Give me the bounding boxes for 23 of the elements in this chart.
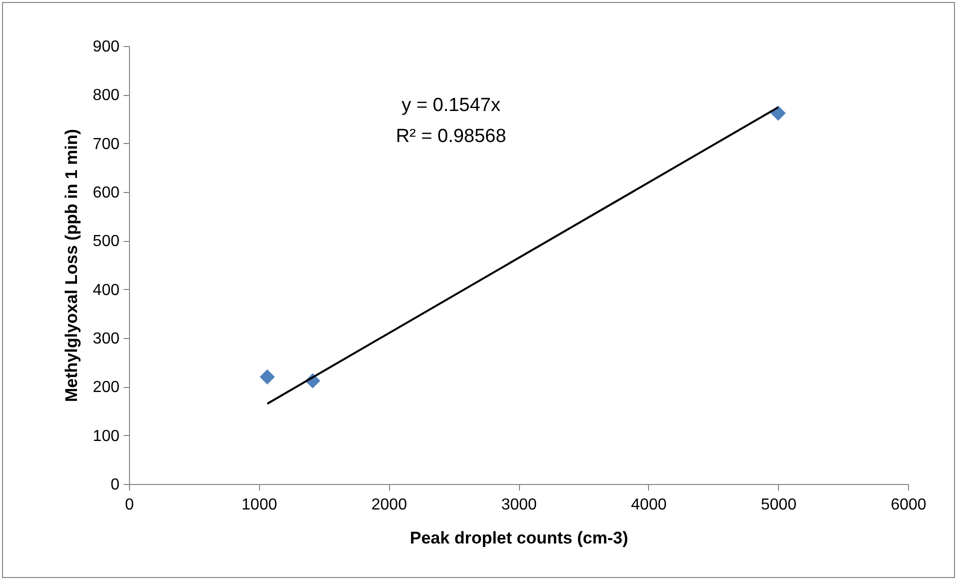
y-tick-label: 100 <box>92 428 120 445</box>
y-tick-label: 400 <box>92 282 120 299</box>
y-tick-label: 200 <box>92 379 120 396</box>
x-tick-label: 0 <box>125 496 134 514</box>
y-tick-label: 500 <box>92 233 120 250</box>
x-tick-label: 5000 <box>760 496 797 514</box>
x-axis-title: Peak droplet counts (cm-3) <box>410 528 628 548</box>
x-tick-label: 2000 <box>371 496 408 514</box>
x-tick-label: 4000 <box>631 496 667 514</box>
point <box>260 369 275 385</box>
y-tick-label: 700 <box>92 136 120 153</box>
x-tick-label: 6000 <box>890 496 926 514</box>
annotation: R² = 0.98568 <box>396 126 506 147</box>
point <box>770 106 786 121</box>
y-tick-label: 800 <box>92 87 120 104</box>
annotation: y = 0.1547x <box>402 95 501 116</box>
y-tick-label: 600 <box>92 184 120 202</box>
y-axis-title: Methylglyoxal Loss (ppb in 1 min) <box>62 129 81 402</box>
y-tick-label: 0 <box>110 476 120 494</box>
x-tick-label: 3000 <box>501 496 537 514</box>
y-tick-label: 900 <box>92 38 120 56</box>
y-tick-label: 300 <box>92 330 120 348</box>
x-tick-label: 1000 <box>242 496 278 514</box>
